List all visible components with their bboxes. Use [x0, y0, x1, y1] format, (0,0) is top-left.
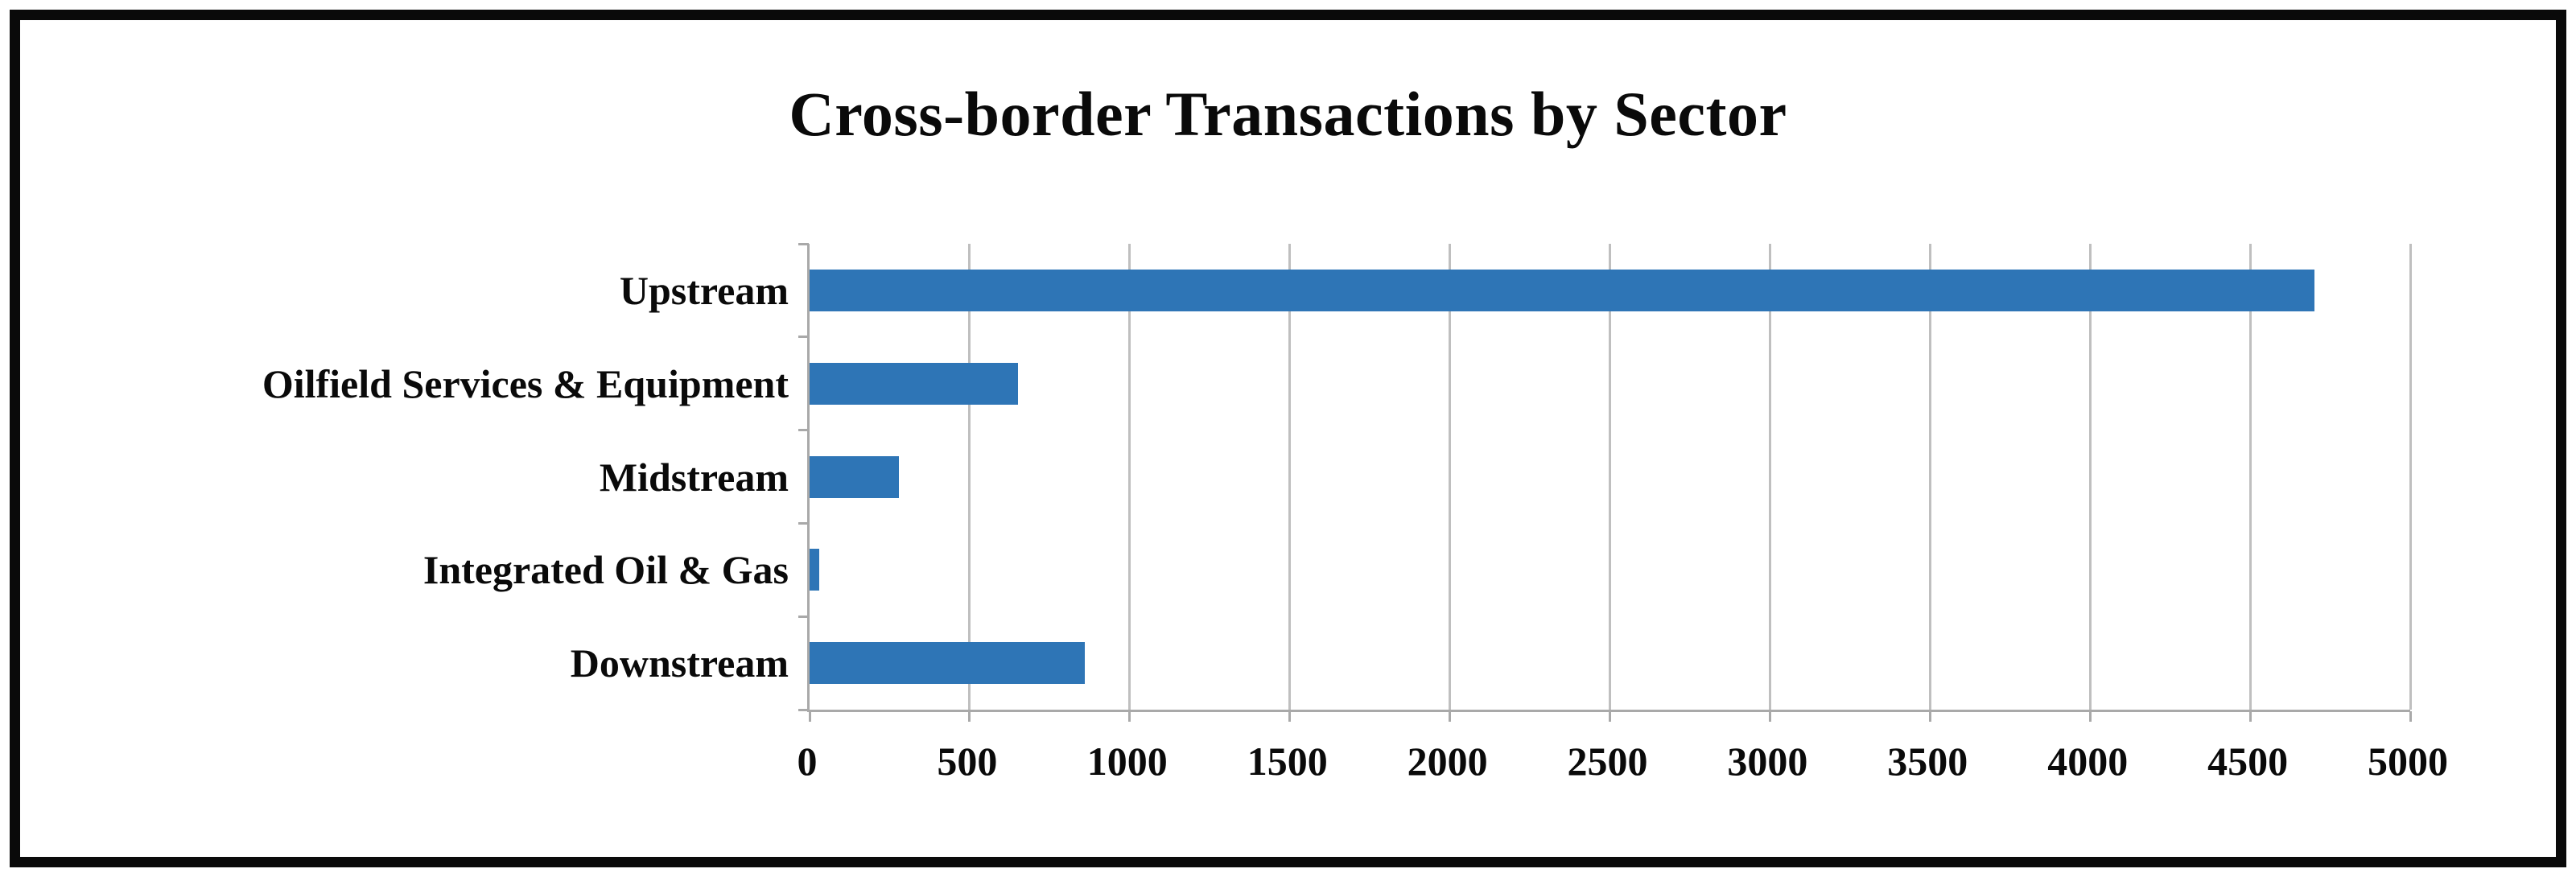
y-axis-tick: [798, 429, 809, 432]
x-tick-label: 1000: [1086, 739, 1168, 784]
gridline: [1128, 244, 1131, 710]
chart-frame: Cross-border Transactions by Sector Upst…: [10, 10, 2566, 867]
x-tick-label: 2500: [1567, 739, 1648, 784]
x-axis-tick: [1288, 711, 1292, 722]
gridline: [1288, 244, 1292, 710]
x-tick-label: 3500: [1887, 739, 1968, 784]
x-axis-tick: [1609, 711, 1611, 722]
x-tick-label: 4500: [2207, 739, 2289, 784]
category-label: Midstream: [599, 454, 789, 500]
gridline: [2409, 244, 2412, 710]
y-axis-tick: [798, 708, 809, 711]
gridline: [1609, 244, 1611, 710]
category-label: Upstream: [619, 267, 789, 313]
x-tick-label: 2000: [1407, 739, 1488, 784]
gridline: [968, 244, 971, 710]
y-axis-tick: [798, 615, 809, 618]
x-tick-label: 5000: [2368, 739, 2448, 784]
x-axis-tick: [1928, 711, 1931, 722]
x-tick-label: 4000: [2047, 739, 2129, 784]
value-axis-labels: 0 500 1000 1500 2000 2500 3000 3500 4000 4500 5000: [798, 738, 2449, 794]
x-tick-label: 0: [797, 739, 818, 784]
gridline: [2248, 244, 2252, 710]
category-axis-labels: Upstream Oilfield Services & Equipment Mid…: [52, 244, 789, 712]
y-axis-tick: [798, 521, 809, 525]
x-tick-label: 500: [937, 739, 998, 784]
y-axis-tick: [798, 242, 809, 245]
category-label: Integrated Oil & Gas: [422, 547, 789, 593]
bar-midstream: [810, 455, 900, 498]
y-axis-tick: [798, 336, 809, 339]
x-tick-label: 3000: [1727, 739, 1808, 784]
x-tick-label: 1500: [1247, 739, 1328, 784]
category-label: Downstream: [570, 640, 789, 686]
x-axis-tick: [2248, 711, 2252, 722]
x-axis-tick: [1768, 711, 1771, 722]
bar-downstream: [810, 642, 1086, 685]
plot-area: [798, 242, 2412, 722]
bar-oilfield-services-equipment: [810, 362, 1018, 405]
gridline: [1449, 244, 1452, 710]
x-axis-tick: [968, 711, 971, 722]
chart-title: Cross-border Transactions by Sector: [789, 79, 1787, 149]
bar-upstream: [810, 269, 2314, 311]
gridline: [1928, 244, 1931, 710]
x-axis-tick: [808, 711, 811, 722]
x-axis-tick: [2409, 711, 2412, 722]
x-axis-tick: [2088, 711, 2092, 722]
gridline: [1768, 244, 1771, 710]
x-axis-tick: [1128, 711, 1131, 722]
x-axis-tick: [1449, 711, 1452, 722]
category-label: Oilfield Services & Equipment: [262, 360, 789, 406]
bar-integrated-oil-gas: [810, 549, 819, 591]
gridline: [2088, 244, 2092, 710]
